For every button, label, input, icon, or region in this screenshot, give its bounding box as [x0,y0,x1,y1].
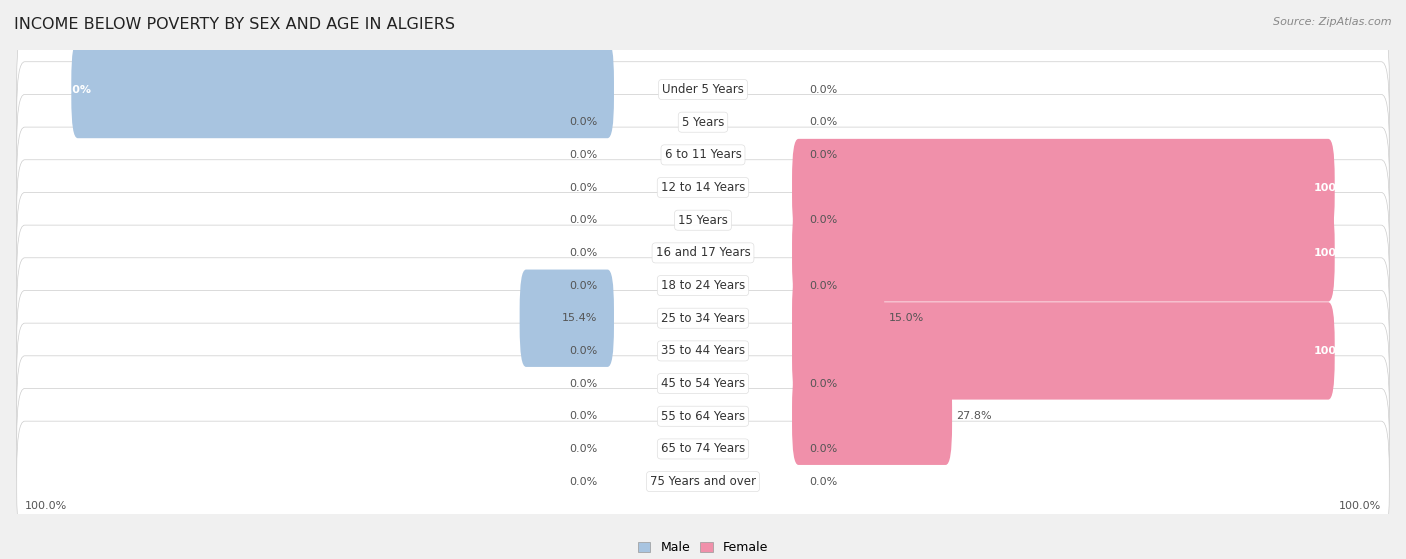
FancyBboxPatch shape [792,139,1334,236]
Text: 6 to 11 Years: 6 to 11 Years [665,148,741,162]
FancyBboxPatch shape [17,356,1389,477]
Text: 0.0%: 0.0% [569,215,598,225]
Text: 15 Years: 15 Years [678,214,728,227]
Text: 0.0%: 0.0% [808,477,837,486]
FancyBboxPatch shape [17,127,1389,248]
Text: 0.0%: 0.0% [569,248,598,258]
Text: 35 to 44 Years: 35 to 44 Years [661,344,745,357]
Text: 55 to 64 Years: 55 to 64 Years [661,410,745,423]
Text: 27.8%: 27.8% [956,411,993,421]
Text: 0.0%: 0.0% [808,215,837,225]
Text: 12 to 14 Years: 12 to 14 Years [661,181,745,194]
Text: 0.0%: 0.0% [569,117,598,127]
Text: 100.0%: 100.0% [1315,183,1360,192]
Text: 0.0%: 0.0% [808,150,837,160]
FancyBboxPatch shape [17,29,1389,150]
Text: 0.0%: 0.0% [569,444,598,454]
FancyBboxPatch shape [792,269,884,367]
Text: 0.0%: 0.0% [808,444,837,454]
Text: 0.0%: 0.0% [569,346,598,356]
Text: 15.4%: 15.4% [561,313,598,323]
FancyBboxPatch shape [520,269,614,367]
Text: 0.0%: 0.0% [808,117,837,127]
FancyBboxPatch shape [17,258,1389,378]
Text: 100.0%: 100.0% [46,84,91,94]
Text: Source: ZipAtlas.com: Source: ZipAtlas.com [1274,17,1392,27]
Text: 5 Years: 5 Years [682,116,724,129]
FancyBboxPatch shape [17,421,1389,542]
Text: 0.0%: 0.0% [569,411,598,421]
Text: 65 to 74 Years: 65 to 74 Years [661,442,745,456]
Text: 100.0%: 100.0% [1315,248,1360,258]
Text: 16 and 17 Years: 16 and 17 Years [655,247,751,259]
FancyBboxPatch shape [17,94,1389,215]
FancyBboxPatch shape [17,61,1389,183]
FancyBboxPatch shape [17,225,1389,346]
FancyBboxPatch shape [792,204,1334,301]
Text: 18 to 24 Years: 18 to 24 Years [661,279,745,292]
Text: 25 to 34 Years: 25 to 34 Years [661,312,745,325]
Text: 0.0%: 0.0% [569,281,598,291]
Text: 0.0%: 0.0% [808,378,837,389]
FancyBboxPatch shape [72,41,614,138]
Text: 0.0%: 0.0% [569,477,598,486]
Legend: Male, Female: Male, Female [633,536,773,559]
Text: INCOME BELOW POVERTY BY SEX AND AGE IN ALGIERS: INCOME BELOW POVERTY BY SEX AND AGE IN A… [14,17,456,32]
Text: 100.0%: 100.0% [1315,346,1360,356]
Text: 0.0%: 0.0% [569,150,598,160]
Text: 100.0%: 100.0% [1339,501,1381,511]
Text: 0.0%: 0.0% [569,183,598,192]
Text: 0.0%: 0.0% [808,84,837,94]
Text: Under 5 Years: Under 5 Years [662,83,744,96]
FancyBboxPatch shape [17,192,1389,314]
Text: 0.0%: 0.0% [808,281,837,291]
FancyBboxPatch shape [17,160,1389,281]
FancyBboxPatch shape [792,368,952,465]
FancyBboxPatch shape [17,323,1389,444]
Text: 15.0%: 15.0% [889,313,924,323]
Text: 45 to 54 Years: 45 to 54 Years [661,377,745,390]
FancyBboxPatch shape [792,302,1334,400]
Text: 100.0%: 100.0% [25,501,67,511]
Text: 0.0%: 0.0% [569,378,598,389]
FancyBboxPatch shape [17,389,1389,509]
FancyBboxPatch shape [17,291,1389,411]
Text: 75 Years and over: 75 Years and over [650,475,756,488]
